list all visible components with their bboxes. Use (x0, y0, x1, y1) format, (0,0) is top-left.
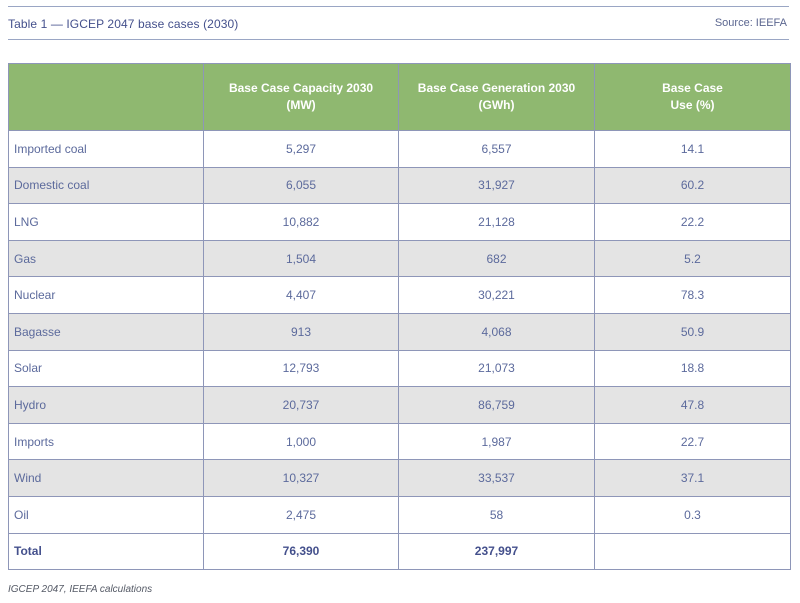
table-row: Hydro 20,737 86,759 47.8 (8, 386, 791, 424)
table-row: Domestic coal 6,055 31,927 60.2 (8, 166, 791, 205)
generation-cell: 4,068 (398, 312, 595, 351)
table-row: Bagasse 913 4,068 50.9 (8, 312, 791, 351)
capacity-cell: 12,793 (203, 349, 399, 388)
source-note: Source: IEEFA (714, 17, 787, 29)
column-header-generation: Base Case Generation 2030 (GWh) (398, 63, 595, 131)
row-label: Nuclear (8, 276, 204, 314)
row-label: Solar (8, 349, 204, 388)
generation-cell: 682 (398, 239, 595, 278)
table-row: Gas 1,504 682 5.2 (8, 239, 791, 278)
generation-cell: 58 (398, 495, 595, 534)
use-cell: 22.2 (594, 203, 791, 241)
total-capacity-cell: 76,390 (203, 532, 399, 571)
capacity-cell: 5,297 (203, 130, 399, 168)
total-use-cell (594, 532, 791, 571)
total-label: Total (8, 532, 204, 571)
use-cell: 47.8 (594, 386, 791, 424)
row-label: Wind (8, 459, 204, 497)
generation-cell: 86,759 (398, 386, 595, 424)
use-cell: 18.8 (594, 349, 791, 388)
footnote: IGCEP 2047, IEEFA calculations (8, 584, 153, 595)
column-header-use: Base Case Use (%) (594, 63, 791, 131)
table-row: Solar 12,793 21,073 18.8 (8, 349, 791, 388)
use-cell: 60.2 (594, 166, 791, 205)
capacity-cell: 6,055 (203, 166, 399, 205)
capacity-cell: 913 (203, 312, 399, 351)
use-cell: 50.9 (594, 312, 791, 351)
generation-cell: 30,221 (398, 276, 595, 314)
row-label: Imported coal (8, 130, 204, 168)
use-cell: 5.2 (594, 239, 791, 278)
generation-cell: 31,927 (398, 166, 595, 205)
table-header-row: Base Case Capacity 2030 (MW) Base Case G… (8, 63, 791, 131)
table-row: LNG 10,882 21,128 22.2 (8, 203, 791, 241)
row-label: Oil (8, 495, 204, 534)
table-title: Table 1 — IGCEP 2047 base cases (2030) (8, 17, 239, 31)
total-generation-cell: 237,997 (398, 532, 595, 571)
capacity-cell: 4,407 (203, 276, 399, 314)
table-row: Nuclear 4,407 30,221 78.3 (8, 276, 791, 314)
use-cell: 37.1 (594, 459, 791, 497)
table-row: Imported coal 5,297 6,557 14.1 (8, 130, 791, 168)
use-cell: 78.3 (594, 276, 791, 314)
row-label: Imports (8, 422, 204, 461)
base-case-table: Base Case Capacity 2030 (MW) Base Case G… (8, 63, 791, 571)
capacity-cell: 10,327 (203, 459, 399, 497)
column-header-source (8, 63, 204, 131)
capacity-cell: 1,000 (203, 422, 399, 461)
generation-cell: 33,537 (398, 459, 595, 497)
row-label: Domestic coal (8, 166, 204, 205)
column-header-capacity: Base Case Capacity 2030 (MW) (203, 63, 399, 131)
generation-cell: 21,128 (398, 203, 595, 241)
row-label: Bagasse (8, 312, 204, 351)
use-cell: 22.7 (594, 422, 791, 461)
table-row: Oil 2,475 58 0.3 (8, 495, 791, 534)
table-row: Imports 1,000 1,987 22.7 (8, 422, 791, 461)
capacity-cell: 20,737 (203, 386, 399, 424)
capacity-cell: 10,882 (203, 203, 399, 241)
table-caption-bar: Table 1 — IGCEP 2047 base cases (2030) S… (8, 6, 789, 40)
use-cell: 14.1 (594, 130, 791, 168)
generation-cell: 21,073 (398, 349, 595, 388)
capacity-cell: 2,475 (203, 495, 399, 534)
row-label: Hydro (8, 386, 204, 424)
generation-cell: 6,557 (398, 130, 595, 168)
capacity-cell: 1,504 (203, 239, 399, 278)
generation-cell: 1,987 (398, 422, 595, 461)
total-row: Total 76,390 237,997 (8, 532, 791, 571)
row-label: LNG (8, 203, 204, 241)
use-cell: 0.3 (594, 495, 791, 534)
table-row: Wind 10,327 33,537 37.1 (8, 459, 791, 497)
row-label: Gas (8, 239, 204, 278)
